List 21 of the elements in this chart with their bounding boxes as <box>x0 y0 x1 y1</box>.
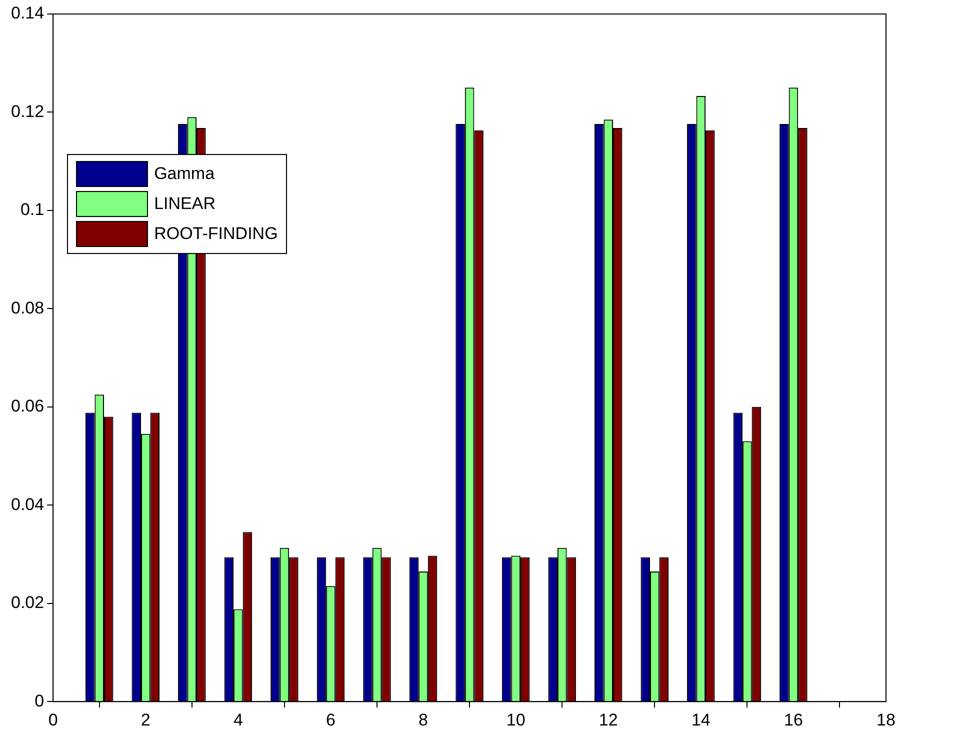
y-tick-label: 0.02 <box>10 593 44 612</box>
y-tick-label: 0.12 <box>10 102 44 121</box>
x-tick-label: 2 <box>140 710 150 730</box>
x-tick-label: 10 <box>506 710 526 730</box>
y-tick-label: 0.1 <box>20 200 44 220</box>
x-tick-label: 18 <box>876 710 896 730</box>
y-tick-label: 0 <box>34 691 44 710</box>
legend-label: LINEAR <box>154 194 216 214</box>
x-tick-label: 4 <box>233 710 243 730</box>
x-tick-label: 8 <box>418 710 428 730</box>
y-tick-label: 0.14 <box>10 4 44 23</box>
x-tick-label: 0 <box>48 710 58 730</box>
y-tick-label: 0.06 <box>10 396 44 416</box>
y-tick-label: 0.04 <box>10 494 44 514</box>
legend-label: ROOT-FINDING <box>154 224 278 244</box>
y-tick-label: 0.08 <box>10 298 44 318</box>
x-tick-label: 16 <box>784 710 803 730</box>
x-tick-label: 12 <box>598 710 618 730</box>
x-tick-label: 14 <box>691 710 710 730</box>
x-tick-label: 6 <box>326 710 336 730</box>
legend-label: Gamma <box>154 164 215 184</box>
